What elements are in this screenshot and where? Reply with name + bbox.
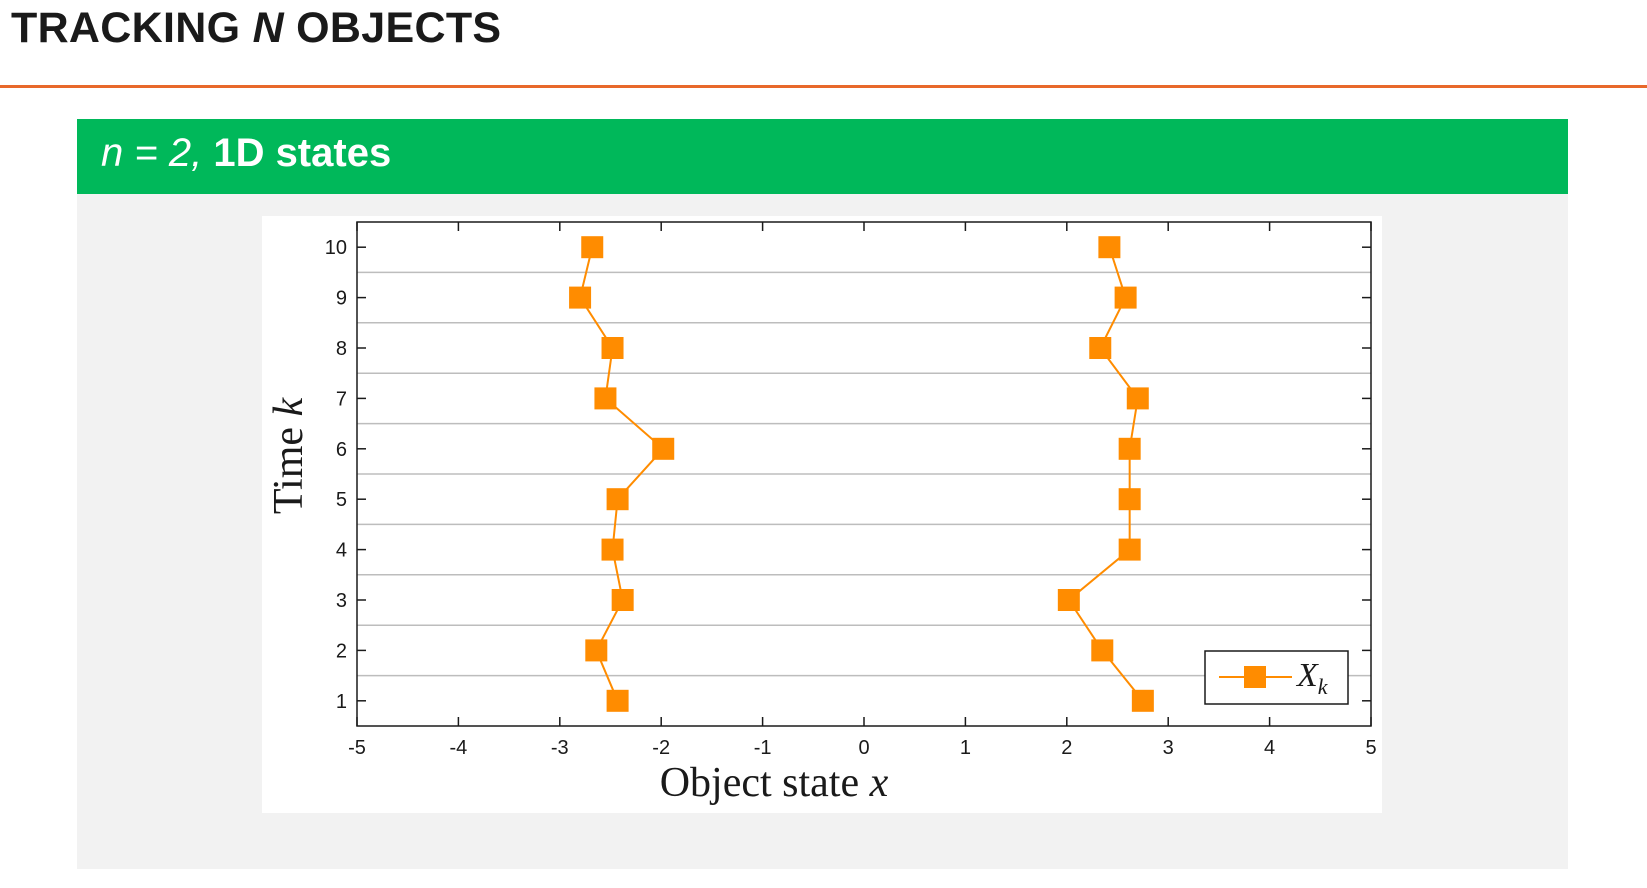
- series-markers: [569, 236, 1154, 712]
- axis-ticks: [356, 222, 1372, 726]
- data-point: [1057, 589, 1080, 611]
- x-tick-label: 2: [1061, 737, 1072, 759]
- legend-label-name: X: [1295, 657, 1319, 694]
- x-tick-label: -5: [348, 737, 366, 759]
- y-tick-label: 1: [336, 691, 347, 713]
- slide-title: TRACKING N OBJECTS: [11, 4, 501, 53]
- x-tick-label: 1: [960, 737, 971, 759]
- title-divider: [0, 85, 1647, 88]
- y-axis-label-variable: k: [266, 396, 312, 416]
- block-title: n = 2, 1D states: [101, 131, 391, 176]
- y-axis-label: Time k: [266, 396, 312, 514]
- data-point: [1118, 437, 1141, 460]
- grid-lines: [357, 271, 1371, 677]
- legend-marker: [1244, 666, 1266, 688]
- block-title-text: 1D states: [202, 131, 392, 175]
- data-point: [1126, 387, 1149, 410]
- x-tick-label: 0: [858, 737, 869, 759]
- block-header: n = 2, 1D states: [77, 119, 1568, 194]
- data-point: [594, 387, 617, 410]
- data-point: [652, 437, 675, 460]
- legend-label: Xk: [1295, 657, 1329, 699]
- y-tick-label: 5: [336, 489, 347, 511]
- data-point: [1118, 538, 1141, 561]
- data-point: [611, 589, 634, 611]
- data-point: [581, 236, 604, 259]
- y-tick-label: 10: [325, 237, 347, 259]
- data-point: [1089, 337, 1112, 359]
- data-point: [1114, 286, 1137, 309]
- slide-title-variable: N: [252, 4, 284, 52]
- y-tick-label: 2: [336, 640, 347, 662]
- data-point: [1131, 689, 1154, 712]
- x-tick-label: -2: [652, 737, 670, 759]
- y-tick-label: 9: [336, 288, 347, 310]
- series-line: [1067, 246, 1144, 702]
- data-point: [1091, 639, 1114, 662]
- data-point: [606, 689, 629, 712]
- y-tick-label: 7: [336, 388, 347, 410]
- data-point: [1118, 488, 1141, 511]
- data-point: [585, 639, 608, 662]
- legend-label-subscript: k: [1318, 674, 1329, 699]
- x-tick-label: 4: [1264, 737, 1275, 759]
- x-tick-label: 5: [1365, 737, 1376, 759]
- series-line: [579, 246, 665, 702]
- x-tick-label: -4: [450, 737, 468, 759]
- legend: Xk: [1204, 650, 1349, 705]
- data-point: [1098, 236, 1121, 259]
- block-title-math: n = 2,: [101, 131, 203, 175]
- series-lines: [579, 246, 1144, 702]
- slide-title-rest: OBJECTS: [283, 4, 502, 52]
- x-axis-label-text: Object state: [660, 760, 870, 806]
- x-tick-label: 3: [1163, 737, 1174, 759]
- x-axis-label: Object state x: [660, 760, 889, 806]
- x-axis-label-variable: x: [869, 760, 889, 806]
- y-tick-label: 3: [336, 590, 347, 612]
- y-axis-label-text: Time: [266, 416, 312, 514]
- data-point: [606, 488, 629, 511]
- x-tick-label: -3: [551, 737, 569, 759]
- x-tick-label: -1: [754, 737, 772, 759]
- y-tick-label: 8: [336, 338, 347, 360]
- data-point: [601, 337, 624, 359]
- y-tick-label: 4: [336, 540, 347, 562]
- chart-svg: -5 -4 -3 -2 -1 0 1 2 3 4 5 1 2 3 4 5 6 7 8 9 10 Object state…: [266, 221, 1377, 806]
- data-point: [601, 538, 624, 561]
- slide-title-text: TRACKING: [11, 4, 253, 52]
- chart-figure: -5 -4 -3 -2 -1 0 1 2 3 4 5 1 2 3 4 5 6 7 8 9 10 Object state…: [262, 216, 1382, 813]
- y-tick-label: 6: [336, 439, 347, 461]
- tick-labels: -5 -4 -3 -2 -1 0 1 2 3 4 5 1 2 3 4 5 6 7 8 9 10: [325, 237, 1377, 759]
- data-point: [569, 286, 592, 309]
